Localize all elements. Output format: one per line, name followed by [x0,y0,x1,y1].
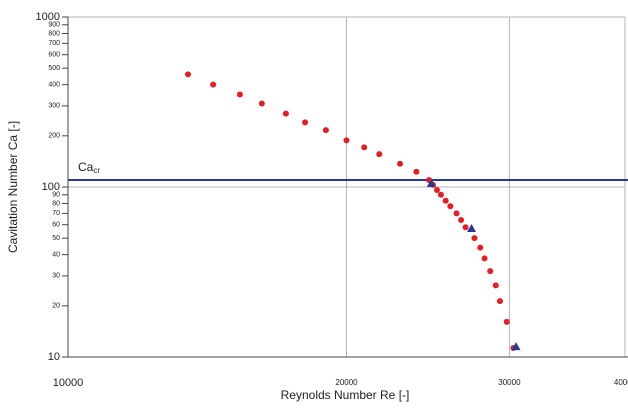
y-tick-label: 20 [52,303,60,310]
triangle-point [467,224,477,233]
y-tick-label: 30 [52,273,60,280]
circle-point [433,187,440,194]
circle-point [487,268,494,275]
circle-point [503,318,510,325]
circle-point [481,255,488,262]
circle-point [442,197,449,204]
y-tick-label: 400 [48,81,60,88]
circle-point [471,235,478,242]
y-tick-label: 60 [52,222,60,229]
y-tick-label: 700 [48,40,60,47]
circle-point [462,224,469,231]
x-tick-label: 20000 [335,378,358,387]
circle-point [361,144,368,151]
y-tick-label: 90 [52,192,60,199]
y-tick-label: 200 [48,133,60,140]
circle-point [453,210,460,217]
circle-point [458,216,465,223]
y-tick-label: 1000 [36,11,60,23]
critical-label-main: Ca [78,160,94,174]
y-tick-label: 500 [48,65,60,72]
circle-point [477,244,484,251]
y-axis-title: Cavitation Number Ca [-] [6,121,20,253]
y-tick-label: 800 [48,30,60,37]
circle-point [413,168,420,175]
triangle-point [426,178,436,187]
y-tick-label: 80 [52,200,60,207]
y-tick-label: 300 [48,103,60,110]
circle-point [496,298,503,305]
critical-label-sub: cr [93,166,100,175]
circle-point [397,160,404,167]
y-tick-label: 600 [48,52,60,59]
circle-point [376,151,383,158]
circle-point [282,110,289,117]
x-axis-title: Reynolds Number Re [-] [281,388,410,402]
y-tick-label: 70 [52,210,60,217]
critical-label: Cacr [78,160,100,175]
y-tick-label: 100 [42,181,60,193]
circle-point [302,119,309,126]
x-tick-label: 40000 [614,378,628,387]
y-tick-label: 900 [48,22,60,29]
circle-point [437,191,444,198]
y-tick-label: 50 [52,235,60,242]
x-tick-label: 10000 [53,377,84,389]
circle-point [258,100,265,107]
circle-point [322,127,329,134]
x-tick-label: 30000 [498,378,521,387]
y-tick-label: 40 [52,251,60,258]
circle-point [447,203,454,210]
triangle-point [511,342,521,351]
circle-point [210,81,217,88]
circle-point [236,91,243,98]
y-tick-label: 10 [48,351,60,363]
circle-point [492,282,499,289]
circle-point [184,71,191,78]
circle-point [343,137,350,144]
